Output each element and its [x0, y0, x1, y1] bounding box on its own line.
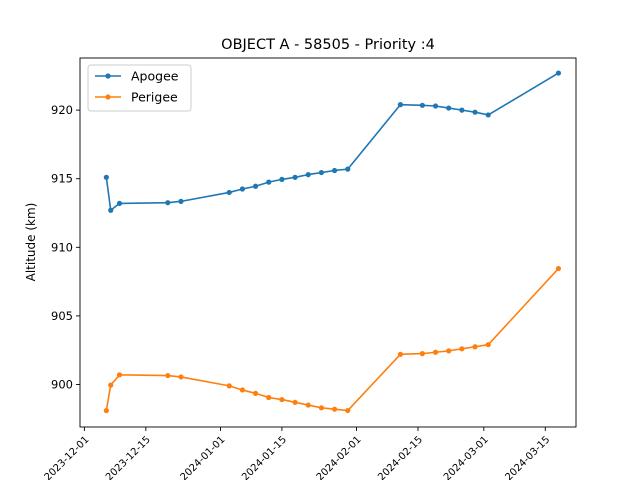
data-point-apogee-1 — [108, 207, 114, 213]
data-point-apogee-16 — [419, 102, 425, 108]
data-point-apogee-2 — [116, 200, 123, 207]
data-point-apogee-4 — [178, 198, 184, 204]
x-tick-label-7: 2024-03-15 — [503, 434, 552, 480]
data-point-apogee-17 — [432, 103, 439, 109]
data-point-perigee-5 — [226, 383, 232, 389]
data-point-perigee-3 — [165, 372, 171, 379]
data-point-perigee-21 — [485, 342, 491, 348]
series-line-perigee — [105, 268, 560, 412]
data-point-apogee-11 — [305, 172, 311, 178]
x-tick-label-1: 2023-12-15 — [104, 434, 153, 480]
data-point-perigee-22 — [555, 265, 562, 272]
y-tick-label-4: 920 — [51, 103, 73, 117]
axes: 900 905 910 915 920 2023-12-01 2023-12-15 2024-… — [43, 57, 577, 480]
legend-label-apogee: Apogee — [131, 69, 179, 84]
data-point-apogee-21 — [485, 112, 491, 118]
data-point-apogee-9 — [279, 176, 285, 182]
data-point-perigee-15 — [397, 351, 404, 357]
data-point-apogee-18 — [446, 105, 452, 111]
data-point-perigee-7 — [252, 390, 259, 396]
legend-label-perigee: Perigee — [131, 90, 178, 105]
data-point-perigee-9 — [279, 396, 285, 403]
data-point-apogee-12 — [318, 169, 325, 176]
data-point-perigee-0 — [103, 407, 109, 414]
y-axis-label: Altitude (km) — [24, 203, 38, 282]
data-point-perigee-2 — [116, 372, 123, 378]
plot-area — [103, 70, 562, 414]
data-point-apogee-5 — [226, 189, 232, 196]
x-tick-label-4: 2024-02-01 — [315, 434, 364, 480]
data-point-apogee-3 — [165, 200, 171, 206]
x-tick-label-0: 2023-12-01 — [43, 434, 92, 480]
data-point-apogee-6 — [239, 186, 246, 192]
data-point-apogee-8 — [266, 179, 272, 185]
data-point-perigee-14 — [345, 407, 351, 414]
data-point-perigee-8 — [266, 394, 272, 401]
data-point-apogee-19 — [459, 107, 465, 113]
data-point-apogee-10 — [292, 174, 298, 180]
data-point-apogee-13 — [331, 167, 338, 174]
data-point-perigee-17 — [432, 349, 439, 355]
data-point-apogee-14 — [345, 166, 351, 172]
data-point-apogee-15 — [397, 102, 404, 108]
legend-marker-apogee — [105, 73, 111, 79]
data-point-perigee-13 — [331, 406, 338, 412]
x-tick-label-5: 2024-02-15 — [376, 434, 425, 480]
x-tick-label-2: 2024-01-01 — [179, 434, 228, 480]
data-point-apogee-0 — [103, 174, 109, 180]
y-tick-label-3: 915 — [51, 172, 73, 186]
data-point-apogee-7 — [252, 183, 259, 189]
legend-marker-perigee — [105, 94, 111, 100]
data-point-perigee-11 — [305, 402, 311, 408]
data-point-perigee-16 — [419, 351, 425, 357]
x-tick-label-6: 2024-03-01 — [442, 434, 491, 480]
data-point-perigee-20 — [472, 344, 478, 350]
data-point-perigee-1 — [108, 382, 114, 388]
data-point-perigee-4 — [178, 374, 184, 380]
data-point-perigee-12 — [318, 405, 325, 411]
data-point-perigee-19 — [459, 346, 465, 352]
data-point-perigee-18 — [446, 348, 452, 354]
axes-frame — [79, 57, 577, 428]
data-point-apogee-20 — [472, 109, 478, 115]
data-point-apogee-22 — [555, 70, 562, 76]
y-tick-label-2: 910 — [51, 240, 73, 254]
data-point-perigee-6 — [239, 387, 246, 393]
y-tick-label-1: 905 — [51, 309, 73, 323]
data-point-perigee-10 — [292, 399, 298, 405]
chart-title: OBJECT A - 58505 - Priority :4 — [221, 37, 435, 53]
x-tick-label-3: 2024-01-15 — [240, 434, 289, 480]
y-tick-label-0: 900 — [51, 377, 73, 391]
legend: Apogee Perigee — [87, 64, 192, 112]
